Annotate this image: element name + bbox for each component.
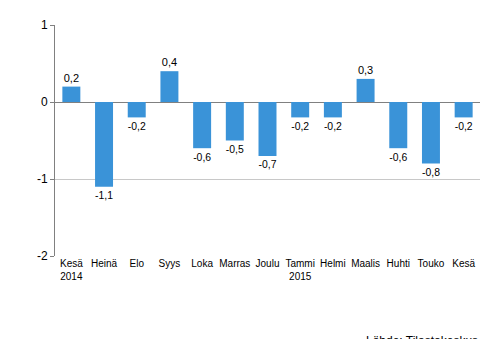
svg-text:Kesä: Kesä <box>452 258 475 269</box>
svg-text:Syys: Syys <box>159 258 181 269</box>
svg-text:Lähde: Tilastokeskus: Lähde: Tilastokeskus <box>366 334 478 339</box>
svg-text:-0,6: -0,6 <box>193 152 211 163</box>
svg-text:Marras: Marras <box>219 258 250 269</box>
svg-text:Loka: Loka <box>191 258 213 269</box>
svg-text:-0,2: -0,2 <box>455 121 473 132</box>
svg-text:Elo: Elo <box>130 258 145 269</box>
svg-text:-0,2: -0,2 <box>291 121 309 132</box>
svg-text:-1: -1 <box>37 172 48 186</box>
svg-text:0,4: 0,4 <box>162 56 177 68</box>
svg-text:-0,6: -0,6 <box>389 152 407 163</box>
svg-text:1: 1 <box>41 18 48 32</box>
svg-text:Touko: Touko <box>418 258 445 269</box>
svg-text:-2: -2 <box>37 249 48 263</box>
svg-text:-0,5: -0,5 <box>226 144 244 155</box>
svg-text:-0,8: -0,8 <box>422 167 440 178</box>
svg-text:Tammi2015: Tammi2015 <box>285 258 314 282</box>
svg-text:-1,1: -1,1 <box>95 190 113 201</box>
svg-text:Heinä: Heinä <box>91 258 118 269</box>
svg-text:0,3: 0,3 <box>358 64 373 76</box>
svg-text:Maalis: Maalis <box>351 258 380 269</box>
svg-text:-0,7: -0,7 <box>259 159 277 170</box>
svg-text:-0,2: -0,2 <box>324 121 342 132</box>
svg-text:Joulu: Joulu <box>256 258 280 269</box>
svg-text:0,2: 0,2 <box>64 72 79 84</box>
svg-text:-0,2: -0,2 <box>128 121 146 132</box>
svg-text:0: 0 <box>41 95 48 109</box>
svg-text:Kesä2014: Kesä2014 <box>60 258 83 282</box>
svg-text:Helmi: Helmi <box>320 258 346 269</box>
svg-text:Huhti: Huhti <box>387 258 410 269</box>
